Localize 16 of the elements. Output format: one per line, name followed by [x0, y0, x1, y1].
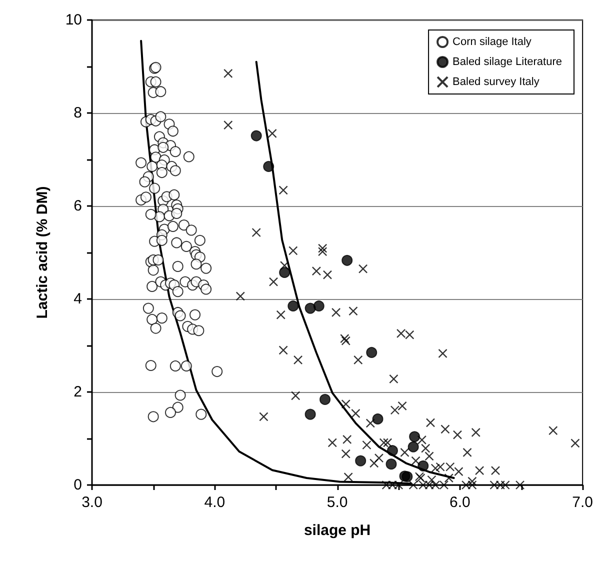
x-axis-title: silage pH [304, 522, 371, 539]
y-axis-title: Lactic acid (% DM) [34, 186, 51, 319]
x-tick-label: 5.0 [326, 494, 348, 511]
y-tick-label: 6 [74, 198, 82, 214]
legend-label: Baled survey Italy [452, 76, 540, 88]
y-tick-label: 8 [74, 104, 82, 122]
legend-label: Corn silage Italy [452, 36, 532, 48]
x-tick-label: 3.0 [82, 494, 102, 511]
x-tick-label: 4.0 [204, 494, 226, 511]
legend-label: Baled silage Literature [452, 56, 562, 68]
y-tick-label: 10 [65, 12, 82, 28]
y-tick-label: 4 [74, 290, 82, 308]
x-tick-label: 6.0 [450, 494, 470, 511]
y-tick-label: 2 [74, 384, 82, 400]
y-tick-label: 0 [74, 476, 82, 494]
x-tick-label: 7.0 [572, 494, 594, 511]
